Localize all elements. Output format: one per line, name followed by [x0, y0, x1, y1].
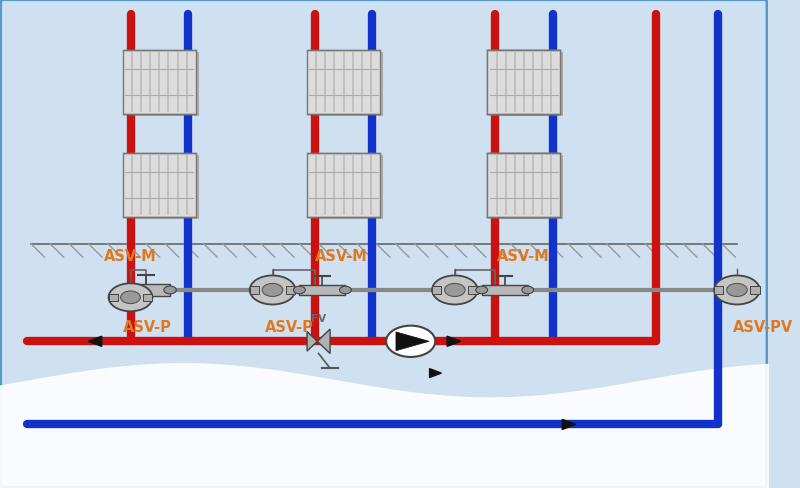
FancyBboxPatch shape — [490, 53, 563, 117]
FancyBboxPatch shape — [122, 285, 170, 296]
Circle shape — [386, 326, 435, 357]
FancyBboxPatch shape — [126, 156, 199, 219]
FancyBboxPatch shape — [482, 285, 528, 296]
FancyBboxPatch shape — [487, 51, 560, 115]
Circle shape — [726, 284, 747, 297]
Circle shape — [339, 286, 351, 294]
Text: ASV-M: ASV-M — [497, 249, 550, 264]
FancyBboxPatch shape — [143, 294, 153, 301]
Circle shape — [121, 291, 140, 304]
FancyBboxPatch shape — [123, 51, 196, 115]
Circle shape — [445, 284, 465, 297]
Polygon shape — [447, 337, 461, 346]
Circle shape — [164, 286, 176, 294]
Circle shape — [294, 286, 306, 294]
FancyBboxPatch shape — [487, 51, 560, 115]
Circle shape — [115, 286, 128, 294]
Text: ASV-PV: ASV-PV — [733, 320, 794, 334]
Circle shape — [109, 284, 153, 312]
Polygon shape — [307, 329, 330, 354]
FancyBboxPatch shape — [307, 51, 380, 115]
FancyBboxPatch shape — [487, 154, 560, 217]
FancyBboxPatch shape — [123, 154, 196, 217]
FancyBboxPatch shape — [299, 285, 346, 296]
Circle shape — [476, 286, 488, 294]
Circle shape — [522, 286, 534, 294]
FancyBboxPatch shape — [0, 0, 768, 488]
Circle shape — [250, 276, 295, 305]
FancyBboxPatch shape — [310, 53, 383, 117]
FancyBboxPatch shape — [490, 156, 563, 219]
FancyBboxPatch shape — [286, 287, 295, 294]
Polygon shape — [562, 420, 576, 429]
Text: ASV-M: ASV-M — [104, 249, 156, 264]
Text: ASV-P: ASV-P — [123, 320, 172, 334]
Text: ASV-M: ASV-M — [314, 249, 367, 264]
FancyBboxPatch shape — [109, 294, 118, 301]
FancyBboxPatch shape — [307, 154, 380, 217]
Text: FV: FV — [311, 313, 326, 323]
FancyBboxPatch shape — [310, 156, 383, 219]
Text: ASV-P: ASV-P — [265, 320, 314, 334]
FancyBboxPatch shape — [750, 287, 760, 294]
FancyBboxPatch shape — [487, 154, 560, 217]
FancyBboxPatch shape — [468, 287, 478, 294]
FancyBboxPatch shape — [250, 287, 259, 294]
Polygon shape — [430, 369, 442, 378]
Polygon shape — [396, 332, 429, 351]
Circle shape — [714, 276, 760, 305]
FancyBboxPatch shape — [490, 156, 563, 219]
Circle shape — [262, 284, 282, 297]
Circle shape — [432, 276, 478, 305]
FancyBboxPatch shape — [714, 287, 723, 294]
FancyBboxPatch shape — [126, 53, 199, 117]
FancyBboxPatch shape — [490, 53, 563, 117]
Polygon shape — [88, 337, 102, 346]
FancyBboxPatch shape — [432, 287, 442, 294]
